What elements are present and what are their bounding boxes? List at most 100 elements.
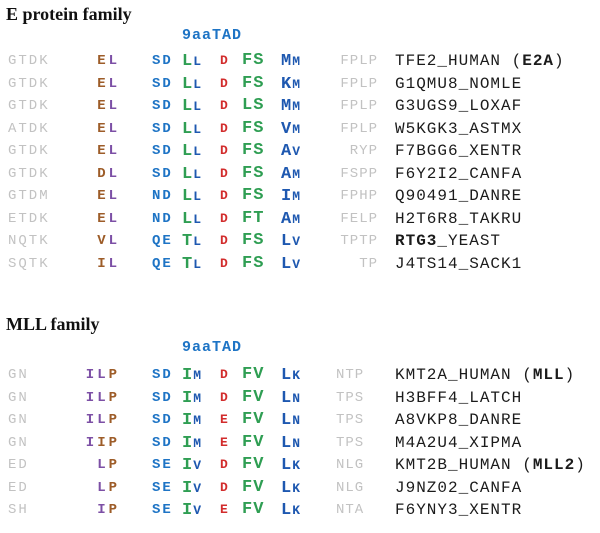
protein-name-segment: A8VKP8_DANRE: [395, 411, 523, 429]
pre-motif-letter: L: [97, 389, 109, 406]
flank-left: ED: [8, 457, 29, 473]
pre-motif-letter: L: [108, 165, 120, 182]
tad-position-5-6: FV: [242, 387, 265, 407]
tad-acidic-residue: D: [220, 98, 228, 113]
flank-left: GTDK: [8, 53, 50, 69]
flank-left: GN: [8, 367, 29, 383]
pre-motif: ILP: [58, 364, 120, 386]
tad-letter-large: I: [281, 187, 292, 206]
tad-letter-large: A: [281, 164, 292, 184]
tad-letter-small: L: [193, 189, 202, 204]
tad-position-8-9: IM: [281, 185, 300, 208]
flank-right: FPHP: [340, 188, 378, 204]
tad-position-8-9: LV: [281, 253, 300, 276]
tad-letter-large: I: [182, 366, 193, 385]
polar-pair: SE: [152, 457, 173, 473]
pre-motif-letter: P: [108, 502, 120, 518]
tad-letter-small: M: [292, 189, 301, 204]
protein-name: TFE2_HUMAN (E2A): [395, 50, 565, 72]
tad-letter-large: I: [182, 411, 193, 430]
tad-letter-small: V: [193, 480, 202, 496]
protein-name: F7BGG6_XENTR: [395, 140, 522, 162]
polar-pair: QE: [152, 233, 173, 249]
tad-letter-small: L: [193, 166, 202, 182]
flank-left: GN: [8, 412, 29, 428]
tad-letter-small: N: [292, 413, 301, 428]
pre-motif-letter: L: [97, 412, 109, 428]
flank-right: NTA: [336, 502, 365, 518]
tad-acidic-residue: D: [220, 188, 228, 203]
pre-motif-letter: E: [97, 53, 109, 69]
pre-motif-letter: L: [97, 457, 109, 473]
tad-position-5-6: FS: [242, 253, 265, 273]
alignment-row: GN ILP SD IM D FV LK NTP KMT2A_HUMAN (MLL): [0, 364, 600, 387]
tad-position-5-6: FS: [242, 231, 265, 250]
tad-position-5-6: FV: [242, 455, 265, 474]
alignment-row: GTDK EL SD LL D FS AV RYP F7BGG6_XENTR: [0, 140, 600, 163]
polar-pair: SE: [152, 502, 173, 518]
flank-right: TPS: [336, 412, 365, 428]
protein-name: J4TS14_SACK1: [395, 253, 522, 275]
alignment-row: ETDK EL ND LL D FT AM FELP H2T6R8_TAKRU: [0, 208, 600, 231]
flank-left: GTDK: [8, 98, 50, 114]
tad-letter-large: L: [182, 97, 193, 116]
flank-left: NQTK: [8, 233, 50, 249]
tad-position-8-9: LK: [281, 499, 300, 522]
tad-letter-small: L: [193, 121, 202, 137]
tad-letter-large: L: [281, 456, 292, 475]
pre-motif-letter: E: [97, 120, 109, 137]
pre-motif-letter: L: [108, 188, 120, 204]
polar-pair: SD: [152, 412, 173, 428]
tad-position-8-9: LN: [281, 387, 300, 410]
pre-motif-letter: I: [85, 412, 98, 428]
tad-position-8-9: AM: [281, 208, 300, 231]
tad-letter-small: L: [193, 54, 202, 69]
pre-motif: EL: [58, 50, 120, 72]
pre-motif-letter: E: [97, 210, 109, 227]
protein-name-segment: TFE2_HUMAN (: [395, 52, 523, 70]
protein-name-segment: F7BGG6_XENTR: [395, 142, 523, 160]
polar-pair: ND: [152, 188, 173, 204]
tad-letter-large: M: [281, 97, 292, 116]
tad-letter-large: L: [281, 478, 292, 498]
tad-letter-large: L: [182, 164, 193, 184]
tad-letter-large: L: [281, 411, 292, 430]
tad-position-1-2: LL: [182, 73, 201, 96]
tad-acidic-residue: D: [220, 143, 228, 158]
pre-motif-letter: L: [108, 233, 120, 249]
pre-motif: EL: [58, 208, 120, 230]
pre-motif: DL: [58, 163, 120, 185]
pre-motif-letter: L: [108, 210, 120, 227]
flank-right: RYP: [349, 143, 378, 159]
tad-letter-large: L: [281, 501, 292, 520]
tad-position-1-2: LL: [182, 118, 201, 141]
protein-name: Q90491_DANRE: [395, 185, 522, 207]
tad-letter-large: A: [281, 142, 292, 161]
flank-left: GTDM: [8, 188, 50, 204]
flank-right: TPS: [336, 434, 365, 451]
protein-name-segment: ): [554, 52, 565, 70]
alignment-row: GTDK EL SD LL D FS KM FPLP G1QMU8_NOMLE: [0, 73, 600, 96]
protein-name: W5KGK3_ASTMX: [395, 118, 522, 140]
tad-letter-small: K: [292, 503, 301, 518]
tad-position-1-2: IV: [182, 454, 201, 477]
flank-left: GTDK: [8, 165, 50, 182]
tad-acidic-residue: D: [220, 479, 228, 495]
protein-name-segment: J4TS14_SACK1: [395, 254, 523, 273]
tad-letter-small: M: [292, 166, 301, 182]
alignment-row: GTDK DL SD LL D FS AM FSPP F6Y2I2_CANFA: [0, 163, 600, 186]
tad-position-1-2: LL: [182, 185, 201, 208]
protein-name-segment: F6Y2I2_CANFA: [395, 164, 523, 183]
pre-motif-letter: P: [108, 389, 120, 406]
pre-motif-letter: P: [108, 412, 120, 428]
tad-position-8-9: LV: [281, 230, 300, 253]
protein-name-segment: G1QMU8_NOMLE: [395, 74, 523, 93]
pre-motif-letter: L: [108, 98, 120, 114]
protein-name: RTG3_YEAST: [395, 230, 501, 252]
protein-name: KMT2B_HUMAN (MLL2): [395, 454, 586, 476]
tad-position-1-2: IM: [182, 409, 201, 432]
tad-position-1-2: TL: [182, 253, 201, 276]
tad-letter-small: N: [292, 390, 301, 406]
